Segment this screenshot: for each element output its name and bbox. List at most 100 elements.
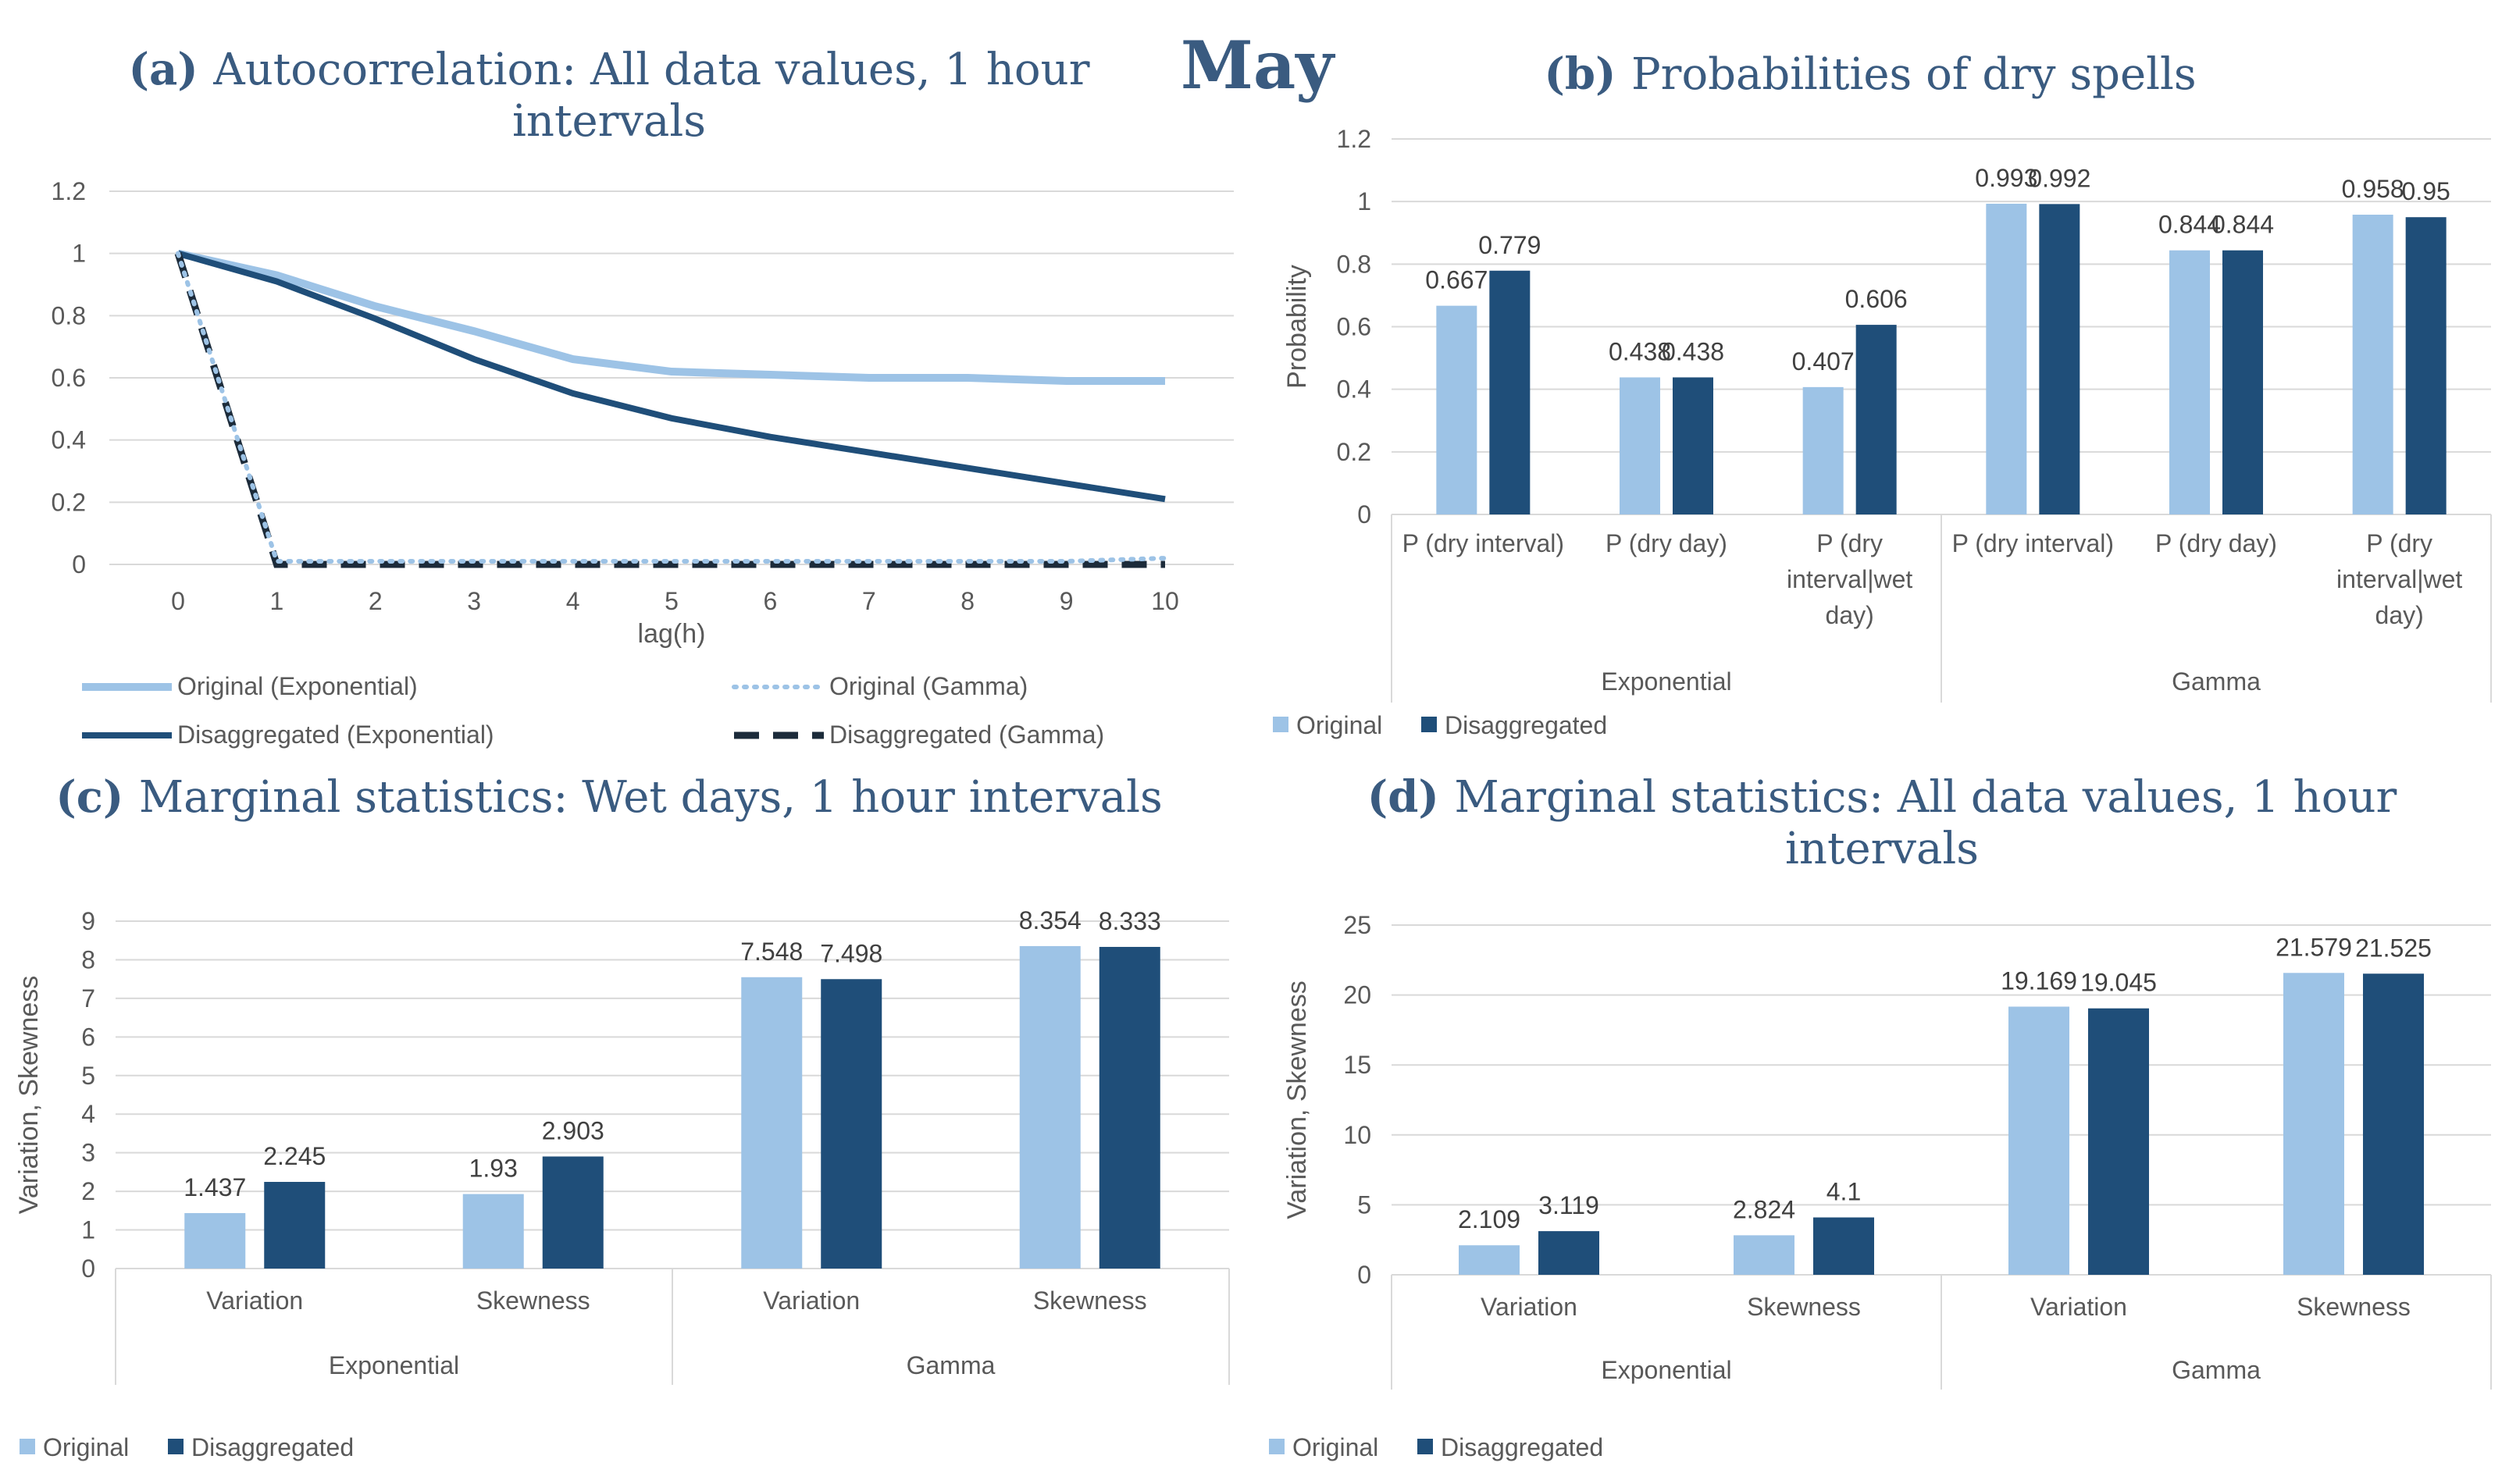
x-tick-label: 4 (566, 587, 580, 615)
y-tick-label: 5 (81, 1062, 95, 1090)
y-tick-label: 10 (1343, 1121, 1371, 1149)
category-label: Variation (206, 1286, 303, 1315)
group-label: Gamma (2172, 1356, 2261, 1384)
category-label: Skewness (1747, 1293, 1861, 1321)
bar-original (1019, 945, 1081, 1269)
data-label: 8.354 (1019, 906, 1082, 934)
category-label: day) (2375, 601, 2424, 629)
bar-original (1436, 305, 1477, 514)
y-tick-label: 0.4 (1337, 375, 1371, 404)
y-tick-label: 0.4 (52, 426, 86, 454)
data-label: 0.992 (2028, 164, 2090, 192)
category-label: Variation (763, 1286, 860, 1315)
x-tick-label: 3 (467, 587, 481, 615)
data-label: 1.437 (184, 1173, 246, 1201)
legend-swatch (1273, 717, 1288, 732)
bar-disaggregated (2405, 217, 2447, 514)
bar-original (2169, 250, 2210, 514)
chart-panel-a: (a) Autocorrelation: All data values, 1 … (52, 44, 1234, 749)
category-label: P (dry (1816, 529, 1883, 557)
y-tick-label: 0 (1357, 1261, 1371, 1289)
data-label: 8.333 (1099, 907, 1161, 935)
x-tick-label: 7 (862, 587, 876, 615)
legend-entry: Disaggregated (191, 1433, 354, 1461)
y-tick-label: 25 (1343, 911, 1371, 939)
group-label: Exponential (329, 1351, 459, 1379)
y-tick-label: 0.2 (1337, 438, 1371, 466)
category-label: Skewness (1033, 1286, 1147, 1315)
y-tick-label: 0 (72, 550, 86, 578)
series-line (176, 250, 1166, 503)
data-label: 0.844 (2158, 211, 2221, 239)
x-axis-label: lag(h) (638, 619, 706, 649)
y-tick-label: 1.2 (52, 177, 86, 205)
bar-original (1620, 377, 1660, 514)
series-line (176, 251, 1167, 564)
y-tick-label: 0 (1357, 500, 1371, 528)
group-label: Gamma (907, 1351, 996, 1379)
y-tick-label: 7 (81, 984, 95, 1012)
chart-title-line: (a) Autocorrelation: All data values, 1 … (129, 44, 1090, 95)
category-label: day) (1826, 601, 1874, 629)
x-tick-label: 6 (764, 587, 778, 615)
category-label: P (dry interval) (1402, 529, 1564, 557)
y-tick-label: 1.2 (1337, 125, 1371, 153)
chart-title-line: (d) Marginal statistics: All data values… (1367, 771, 2397, 823)
y-tick-label: 8 (81, 945, 95, 973)
x-tick-label: 5 (665, 587, 679, 615)
legend-entry: Original (1296, 711, 1382, 739)
legend-swatch (168, 1439, 184, 1454)
data-label: 1.93 (469, 1155, 518, 1183)
chart-title-text: intervals (1785, 824, 1979, 874)
y-tick-label: 0.8 (52, 301, 86, 329)
category-label: P (dry day) (1606, 529, 1727, 557)
y-tick-label: 0.6 (1337, 313, 1371, 341)
category-label: Skewness (476, 1286, 590, 1315)
legend-entry: Disaggregated (Gamma) (829, 721, 1104, 749)
data-label: 0.993 (1975, 164, 2037, 192)
y-tick-label: 6 (81, 1023, 95, 1051)
x-tick-label: 8 (960, 587, 975, 615)
y-tick-label: 3 (81, 1139, 95, 1167)
y-tick-label: 1 (72, 240, 86, 268)
chart-title-line: (c) Marginal statistics: Wet days, 1 hou… (55, 771, 1163, 823)
data-label: 2.824 (1733, 1195, 1795, 1223)
data-label: 7.548 (740, 938, 803, 966)
data-label: 19.169 (2001, 966, 2077, 995)
legend-entry: Disaggregated (1445, 711, 1607, 739)
category-label: interval|wet (2336, 565, 2462, 593)
category-label: P (dry day) (2155, 529, 2277, 557)
x-tick-label: 0 (171, 587, 185, 615)
data-label: 0.667 (1425, 266, 1488, 294)
chart-title-text: Marginal statistics: All data values, 1 … (1454, 772, 2397, 823)
data-label: 0.438 (1609, 337, 1671, 365)
y-axis-label: Variation, Skewness (1282, 980, 1312, 1219)
category-label: Variation (2030, 1293, 2127, 1321)
chart-title-text: intervals (512, 96, 706, 147)
series-line (176, 249, 1165, 385)
x-tick-label: 10 (1151, 587, 1179, 615)
bar-original (1459, 1245, 1520, 1275)
y-axis-label: Variation, Skewness (14, 976, 44, 1215)
bar-original (741, 977, 803, 1269)
x-tick-label: 1 (270, 587, 284, 615)
bar-disaggregated (1489, 270, 1531, 514)
legend-swatch (1421, 717, 1437, 732)
data-label: 7.498 (820, 939, 882, 967)
legend-swatch (1269, 1439, 1285, 1454)
data-label: 21.525 (2355, 934, 2432, 962)
chart-panel-d: (d) Marginal statistics: All data values… (1269, 771, 2492, 1461)
bar-original (2283, 973, 2344, 1275)
group-label: Exponential (1601, 667, 1731, 696)
series-line (174, 252, 1165, 568)
bar-original (1802, 386, 1844, 514)
bar-disaggregated (1099, 946, 1160, 1269)
data-label: 2.245 (263, 1142, 326, 1170)
chart-panel-b: (b) Probabilities of dry spells 0 0.2 0.4 0.… (1273, 48, 2492, 739)
y-tick-label: 0.2 (52, 488, 86, 516)
data-label: 21.579 (2276, 933, 2352, 961)
bar-disaggregated (1813, 1217, 1874, 1275)
y-axis-label: Probability (1282, 265, 1312, 389)
data-label: 0.407 (1792, 347, 1855, 375)
